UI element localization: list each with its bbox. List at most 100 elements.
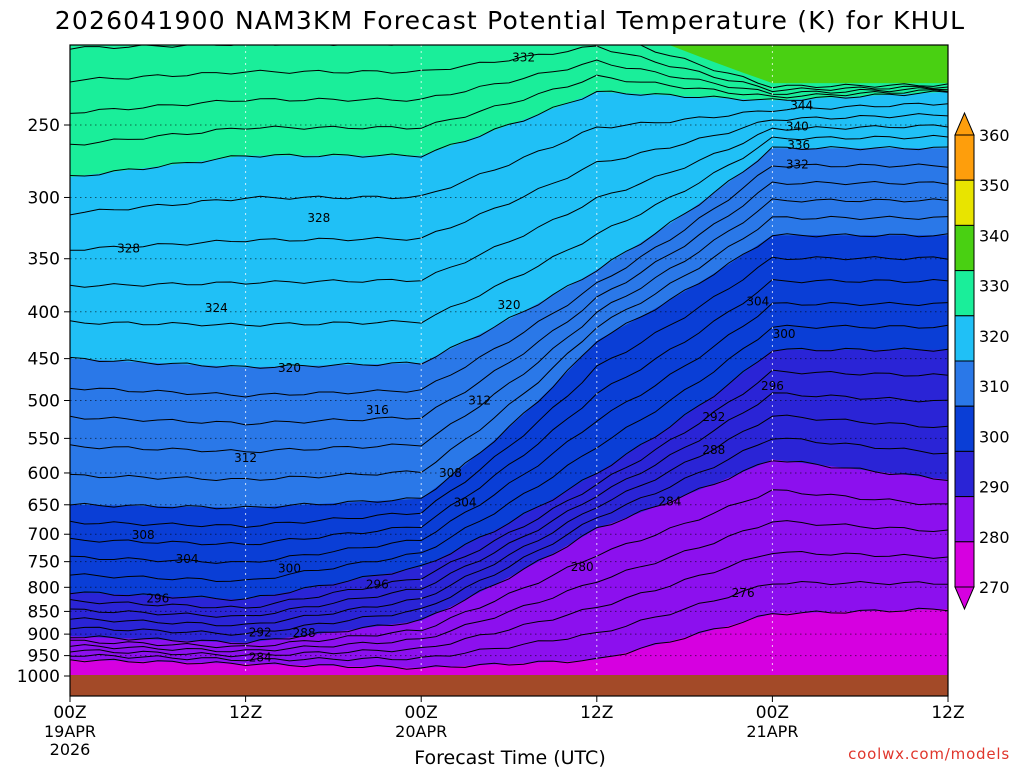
colorbar-swatch	[954, 541, 975, 588]
contour-284	[70, 550, 948, 658]
contour-label: 308	[439, 466, 462, 480]
contour-label: 276	[732, 586, 755, 600]
contour-336	[70, 45, 948, 93]
y-tick-label: 850	[28, 602, 60, 622]
colorbar-label: 330	[979, 277, 1010, 296]
colorbar-swatch	[954, 270, 975, 317]
colorbar-swatch	[954, 405, 975, 452]
y-tick-label: 800	[28, 578, 60, 598]
contour-label: 344	[790, 98, 813, 112]
contour-316	[70, 180, 948, 426]
contour-306	[70, 278, 948, 546]
contour-labels: 332 344 340 336 332 328 328 324 320 304 300 320 296 3…	[117, 51, 813, 665]
color-bands	[70, 45, 948, 696]
contour-label: 316	[366, 403, 389, 417]
contour-label: 296	[761, 379, 784, 393]
contour-label: 336	[787, 138, 810, 152]
x-tick-date: 20APR	[395, 722, 447, 741]
contour-label: 328	[307, 211, 330, 225]
band-330	[70, 45, 948, 178]
contour-296	[70, 392, 948, 618]
y-tick-label: 700	[28, 525, 60, 545]
colorbar-swatch	[954, 224, 975, 272]
contour-label: 312	[468, 394, 491, 408]
y-tick-label: 350	[28, 250, 60, 270]
contour-292	[70, 437, 948, 636]
x-tick-label: 12Z	[580, 703, 613, 723]
contour-label: 284	[249, 650, 272, 664]
contour-label: 332	[786, 157, 809, 171]
isentrope-contours	[70, 45, 948, 670]
colorbar-label: 320	[979, 327, 1010, 346]
contour-label: 312	[234, 451, 257, 465]
x-axis-label: Forecast Time (UTC)	[414, 747, 605, 768]
chart-title: 2026041900 NAM3KM Forecast Potential Tem…	[55, 6, 966, 35]
contour-314	[70, 198, 948, 454]
x-tick-label: 00Z	[756, 703, 789, 723]
x-tick-label: 00Z	[405, 703, 438, 723]
y-tick-label: 400	[28, 303, 60, 323]
contour-312	[70, 215, 948, 482]
band-340	[669, 45, 948, 84]
colorbar-label: 340	[979, 226, 1010, 245]
contour-282	[70, 580, 948, 662]
contour-label: 304	[454, 495, 477, 509]
colorbar-label: 270	[979, 578, 1010, 597]
contour-318	[70, 163, 948, 398]
contour-label: 328	[117, 241, 140, 255]
y-tick-label: 550	[28, 429, 60, 449]
colorbar: 270 280 290 300 310 320 330 340 350 360	[954, 111, 1010, 611]
colorbar-swatch	[954, 496, 975, 543]
contour-label: 320	[278, 361, 301, 375]
y-tick-label: 250	[28, 116, 60, 136]
contour-294	[70, 414, 948, 627]
contour-label: 304	[176, 552, 199, 566]
y-tick-label: 300	[28, 188, 60, 208]
contour-label: 288	[702, 443, 725, 457]
x-tick-label: 00Z	[53, 703, 86, 723]
x-tick-year: 2026	[50, 740, 91, 759]
ground-below-surface	[70, 675, 948, 696]
colorbar-label: 280	[979, 528, 1010, 547]
colorbar-swatch	[954, 450, 975, 498]
colorbar-swatch	[954, 315, 975, 362]
contour-label: 308	[132, 528, 155, 542]
colorbar-label: 360	[979, 126, 1010, 145]
colorbar-label: 350	[979, 176, 1010, 195]
colorbar-over-triangle	[954, 111, 975, 136]
contour-label: 292	[702, 410, 725, 424]
x-tick-date: 19APR	[44, 722, 96, 741]
contour-label: 296	[146, 592, 169, 606]
contour-310	[70, 233, 948, 510]
plot-area: 332 344 340 336 332 328 328 324 320 304 300 320 296 3…	[70, 45, 948, 696]
contour-322	[70, 134, 948, 327]
contour-label: 284	[659, 495, 682, 509]
contour-300	[70, 347, 948, 602]
colorbar-swatch	[954, 360, 975, 407]
colorbar-swatch	[954, 134, 975, 181]
credit-text: coolwx.com/models	[848, 745, 1010, 763]
y-tick-label: 750	[28, 553, 60, 573]
contour-308	[70, 256, 948, 528]
plot-frame	[69, 44, 949, 697]
y-tick-label: 600	[28, 464, 60, 484]
contour-label: 292	[249, 625, 272, 639]
colorbar-under-triangle	[954, 586, 975, 611]
contour-label: 332	[512, 51, 535, 65]
y-tick-label: 500	[28, 392, 60, 412]
contour-330	[70, 90, 948, 177]
contour-label: 300	[773, 327, 796, 341]
contour-332	[70, 74, 948, 146]
colorbar-label: 310	[979, 377, 1010, 396]
colorbar-label: 300	[979, 427, 1010, 446]
y-tick-label: 1000	[17, 667, 60, 687]
contour-label: 320	[498, 298, 521, 312]
colorbar-swatch	[954, 179, 975, 226]
y-tick-label: 650	[28, 496, 60, 516]
x-tick-date: 21APR	[746, 722, 798, 741]
y-tick-label: 450	[28, 350, 60, 370]
contour-label: 288	[293, 626, 316, 640]
colorbar-label: 290	[979, 478, 1010, 497]
contour-334	[70, 59, 948, 114]
